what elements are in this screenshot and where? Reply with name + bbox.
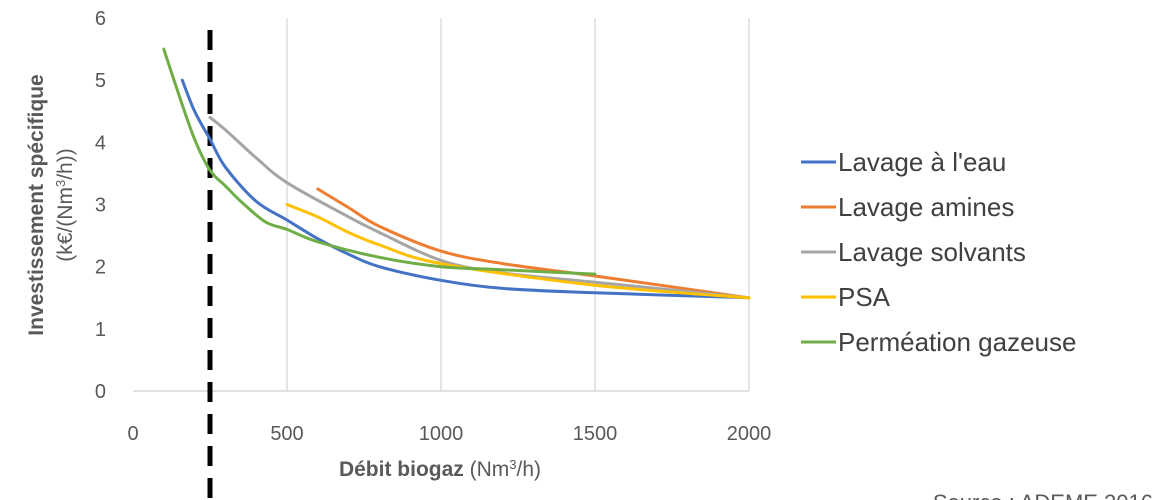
legend: Lavage à l'eau Lavage amines Lavage solvan… — [801, 147, 1076, 357]
y-tick-label: 1 — [95, 319, 106, 341]
legend-label: Lavage amines — [838, 192, 1014, 222]
y-axis-title: Investissement spécifique — [25, 74, 48, 335]
y-axis-title-bold: Investissement spécifique — [25, 74, 48, 335]
x-axis-title-unit: (Nm — [470, 458, 510, 481]
x-tick-label: 1500 — [573, 423, 618, 445]
y-tick-label: 3 — [95, 195, 106, 217]
x-axis-title-unit-end: /h) — [517, 458, 542, 481]
x-tick-label: 0 — [127, 423, 138, 445]
y-tick-label: 0 — [95, 381, 106, 403]
series-line-3 — [285, 203, 751, 300]
x-tick-label: 1000 — [419, 423, 464, 445]
y-tick-label: 2 — [95, 257, 106, 279]
grid-lines — [133, 18, 750, 392]
y-tick-label: 6 — [95, 8, 106, 30]
y-tick-label: 4 — [95, 132, 106, 154]
legend-label: Lavage à l'eau — [838, 147, 1006, 177]
legend-label: PSA — [838, 282, 891, 312]
tick-labels: 0 500 1000 1500 2000 0 1 2 3 4 5 6 — [95, 8, 771, 445]
series-line-1 — [316, 187, 751, 300]
x-tick-label: 2000 — [727, 423, 772, 445]
legend-label: Lavage solvants — [838, 237, 1026, 267]
series-layer — [162, 47, 751, 300]
x-axis-title: Débit biogaz (Nm3/h) — [339, 457, 541, 482]
footer-text: Source : ADEME 2016 — [933, 490, 1153, 500]
y-axis-title-sup: 3 — [53, 180, 68, 187]
y-axis-title-unit: (k€/(Nm3/h)) — [53, 148, 78, 261]
series-line-0 — [180, 78, 751, 300]
x-axis-title-sup: 3 — [509, 457, 516, 472]
x-axis-title-bold: Débit biogaz — [339, 458, 464, 481]
series-line-2 — [208, 116, 751, 300]
series-line-4 — [162, 47, 597, 276]
y-tick-label: 5 — [95, 70, 106, 92]
y-axis-title-unit-end: /h)) — [54, 148, 77, 180]
legend-label: Perméation gazeuse — [838, 327, 1076, 357]
x-tick-label: 500 — [270, 423, 303, 445]
y-axis-title-unit-start: (k€/(Nm — [54, 187, 77, 262]
